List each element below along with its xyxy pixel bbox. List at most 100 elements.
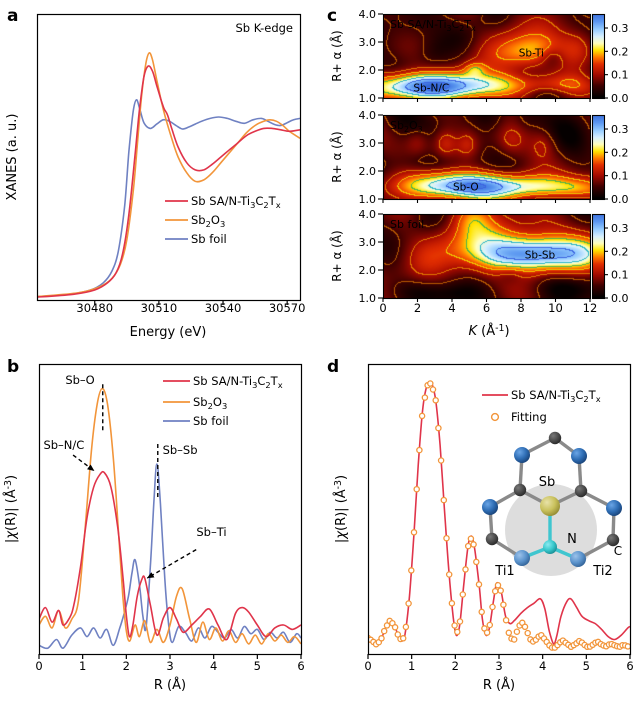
y-tick-label: 1.0 <box>359 92 377 105</box>
x-tick-label: 30480 <box>76 301 113 315</box>
fitting-circle <box>478 608 485 616</box>
fitting-circle <box>510 636 518 643</box>
curve-b-orange <box>39 387 301 645</box>
fitting-circle <box>556 639 564 646</box>
fitting-circle <box>368 634 372 642</box>
fitting-circle <box>559 637 567 644</box>
fitting-circle <box>459 591 467 598</box>
fitting-circle <box>538 631 545 639</box>
fitting-circle <box>399 635 407 642</box>
curve-a-blue <box>37 99 300 298</box>
y-tick-label: 1.0 <box>359 292 377 305</box>
fitting-circle <box>565 641 572 649</box>
fitting-circle <box>483 629 491 636</box>
curve-b-red <box>39 470 301 641</box>
fitting-circle <box>621 642 629 649</box>
atom-ti <box>606 500 622 516</box>
corner-label: Sb K-edge <box>236 21 294 35</box>
legend-label: Sb2O3 <box>191 213 225 229</box>
colorbar-tick-label: 0.3 <box>611 123 629 136</box>
bond <box>577 454 583 493</box>
x-axis-label-d: R (Å) <box>483 677 515 693</box>
panel-a: 30480 30510 30540 30570 Energy (eV) XANES (a.… <box>5 13 306 340</box>
fitting-circle <box>445 571 453 578</box>
fitting-circle <box>475 581 483 588</box>
fitting-circle <box>543 638 550 646</box>
fitting-circle <box>562 639 569 646</box>
fitting-circle <box>581 641 588 649</box>
fitting-circle <box>589 641 596 649</box>
fitting-circle <box>454 628 461 636</box>
atom-sb <box>540 496 560 516</box>
panel-b: 0 1 2 3 4 5 6 R (Å) |χ(R)| (Å-3) Sb SA/N-Ti3C2Tx S… <box>3 363 305 693</box>
panel-letter-b: b <box>7 357 19 377</box>
x-tick-label: 30540 <box>205 301 242 315</box>
annotation-text: Sb–Ti <box>196 525 226 539</box>
bond <box>548 489 583 508</box>
bond <box>548 545 580 561</box>
fitting-circle <box>368 636 374 644</box>
fitting-circle <box>540 635 548 642</box>
fitting-circle <box>611 641 618 649</box>
fitting-circle <box>372 640 380 648</box>
bond <box>520 545 552 560</box>
atom-c <box>574 484 588 498</box>
colorbar-1 <box>592 14 604 98</box>
fitting-circle <box>440 496 448 504</box>
fitting-circle <box>608 640 615 648</box>
fitting-circle <box>535 633 542 640</box>
fitting-circle <box>529 638 537 645</box>
fitting-circle <box>494 581 502 589</box>
curves-b <box>39 387 301 650</box>
x-tick-label: 3 <box>495 659 502 673</box>
molecule-inset: Sb N C Ti1 Ti2 <box>482 431 622 579</box>
colorbar-tick-label: 0.1 <box>611 269 629 282</box>
curve-a-red <box>37 65 300 298</box>
fitting-circle <box>600 642 607 649</box>
plot-frame-d <box>367 363 632 656</box>
fitting-circle <box>462 566 469 573</box>
legend-label: Sb SA/N-Ti3C2Tx <box>511 388 601 404</box>
colorbar-tick-label: 0.2 <box>611 146 629 159</box>
x-tick-label: 30510 <box>141 301 178 315</box>
fitting-circle <box>418 412 426 420</box>
fitting-circle <box>594 638 602 646</box>
atom-ti <box>482 499 498 515</box>
atom-c <box>513 483 527 497</box>
fitting-circle <box>619 641 626 649</box>
fitting-circle <box>380 627 388 635</box>
fitting-circle <box>624 643 630 650</box>
fitting-circle <box>443 534 450 542</box>
y-tick-label: 3.0 <box>359 236 377 249</box>
y-tick-label: 2.0 <box>359 165 377 178</box>
fitting-circle <box>500 601 507 608</box>
panel-letter-c: c <box>327 6 337 26</box>
x-tick-label: 30570 <box>269 301 306 315</box>
fitting-circle <box>378 635 385 642</box>
atom-n <box>543 540 557 554</box>
y-tick-label: 3.0 <box>359 36 377 49</box>
fitting-circle <box>513 628 521 635</box>
fitting-circle <box>497 587 504 594</box>
colorbar-tick-label: 0.0 <box>611 292 629 305</box>
curve-d-red <box>368 380 630 646</box>
fitting-circle <box>486 621 494 629</box>
shaded-region <box>505 484 597 576</box>
atom-til <box>570 551 586 567</box>
fitting-circle <box>508 635 515 642</box>
fitting-circle <box>521 623 529 631</box>
colorbar-tick-label: 0.3 <box>611 22 629 35</box>
plot-frame-a <box>36 13 302 302</box>
x-tick-label: 2 <box>452 659 459 673</box>
fitting-circle <box>519 619 526 627</box>
atom-label-c: C <box>614 544 622 558</box>
fitting-circle <box>424 382 431 389</box>
fitting-circle <box>584 643 591 651</box>
fitting-circle <box>586 643 594 650</box>
atom-c <box>606 533 620 547</box>
fitting-circle <box>394 631 402 638</box>
fitting-circle <box>548 644 556 651</box>
colorbar-tick-label: 0.1 <box>611 170 629 183</box>
fitting-circle <box>613 642 621 650</box>
